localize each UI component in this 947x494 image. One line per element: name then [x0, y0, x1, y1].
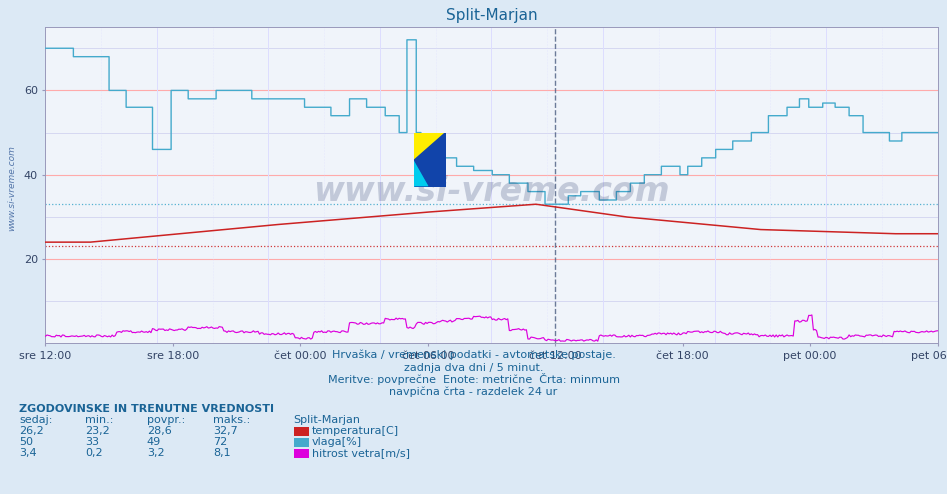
Polygon shape	[415, 160, 430, 187]
Text: Meritve: povprečne  Enote: metrične  Črta: minmum: Meritve: povprečne Enote: metrične Črta:…	[328, 373, 619, 385]
Text: 23,2: 23,2	[85, 426, 110, 436]
Text: vlaga[%]: vlaga[%]	[312, 437, 362, 447]
Text: 3,4: 3,4	[19, 448, 37, 458]
Text: 0,2: 0,2	[85, 448, 103, 458]
Text: ZGODOVINSKE IN TRENUTNE VREDNOSTI: ZGODOVINSKE IN TRENUTNE VREDNOSTI	[19, 405, 274, 414]
Text: 49: 49	[147, 437, 161, 447]
Text: hitrost vetra[m/s]: hitrost vetra[m/s]	[312, 448, 409, 458]
Text: 72: 72	[213, 437, 227, 447]
Text: sedaj:: sedaj:	[19, 415, 52, 425]
Text: maks.:: maks.:	[213, 415, 250, 425]
Text: temperatura[C]: temperatura[C]	[312, 426, 399, 436]
Text: 28,6: 28,6	[147, 426, 171, 436]
Polygon shape	[415, 132, 446, 160]
Text: 3,2: 3,2	[147, 448, 165, 458]
Text: 8,1: 8,1	[213, 448, 231, 458]
Text: www.si-vreme.com: www.si-vreme.com	[313, 175, 670, 208]
Text: povpr.:: povpr.:	[147, 415, 185, 425]
Text: Split-Marjan: Split-Marjan	[294, 415, 361, 425]
Text: 26,2: 26,2	[19, 426, 44, 436]
Text: zadnja dva dni / 5 minut.: zadnja dva dni / 5 minut.	[403, 363, 544, 372]
Text: 32,7: 32,7	[213, 426, 238, 436]
Text: 50: 50	[19, 437, 33, 447]
Text: min.:: min.:	[85, 415, 114, 425]
Title: Split-Marjan: Split-Marjan	[446, 8, 537, 23]
Polygon shape	[415, 132, 446, 187]
Text: www.si-vreme.com: www.si-vreme.com	[7, 145, 16, 231]
Text: Hrvaška / vremenski podatki - avtomatske postaje.: Hrvaška / vremenski podatki - avtomatske…	[331, 350, 616, 360]
Text: 33: 33	[85, 437, 99, 447]
Text: navpična črta - razdelek 24 ur: navpična črta - razdelek 24 ur	[389, 387, 558, 397]
